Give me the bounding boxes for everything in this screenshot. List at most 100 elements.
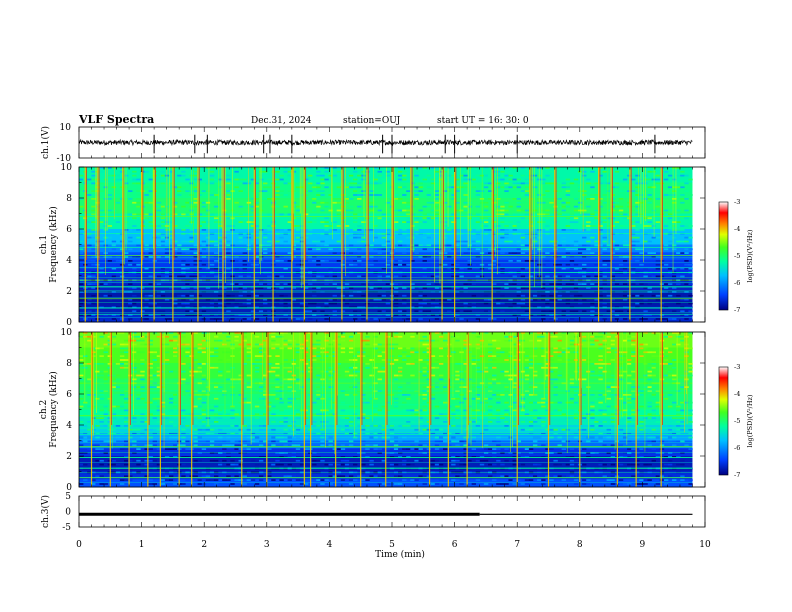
s2-cell [667,425,673,427]
s1-cell [545,174,550,177]
s1-cell [586,167,591,169]
s2-cell [132,351,137,354]
s1-cell [516,205,522,208]
s1-cell [467,283,472,285]
s1-cell [385,283,391,285]
s1-cell [520,294,526,297]
s1-cell [569,182,575,185]
ch1-ytick-10: 10 [60,123,72,133]
s1-cell [222,260,227,262]
s2-cell [279,363,284,365]
s1-cell [532,298,538,301]
s1-cell [672,178,677,181]
s1-cell [553,318,558,320]
s2-cell [254,355,260,357]
s1-cell [279,174,284,177]
s1-cell [459,267,464,270]
s1-cell [91,302,96,305]
s2-cell [532,370,538,373]
s2-cell [598,413,603,416]
s1-cell [197,213,202,216]
s1-cell [451,186,456,189]
s1-cell [128,198,133,200]
s1-cell [246,213,252,216]
s2-cell [222,432,227,435]
s1-cell [201,221,207,223]
s1-cell [234,318,239,320]
s1-cell [610,167,616,169]
s2-cell [136,428,141,431]
s2-cell [422,428,427,431]
s2-cell [406,363,411,365]
s1-cell [398,298,403,301]
s1-cell [598,174,603,177]
s1-cell [132,225,137,227]
s2-cell [590,339,595,342]
s1-cell [226,248,231,251]
s2-cell [561,363,566,365]
s1-cell [353,186,358,189]
s2-cell [115,363,121,365]
s2-cell [254,405,260,408]
s2-cell [111,343,117,346]
s1-cell [136,310,141,313]
s1-cell [467,310,472,313]
s2-cell [140,374,145,377]
s1-cell [353,291,358,293]
s1-cell [193,260,198,262]
s2-cell [287,401,292,404]
s1-cell [553,236,558,239]
s1-cell [160,267,166,270]
s1-cell [663,244,669,247]
s1-cell [324,225,329,227]
s1-cell [622,178,628,181]
s1-cell [336,240,342,243]
s1-cell [324,178,329,181]
s1-cell [553,244,558,247]
s1-cell [590,252,595,254]
s2-cell [512,370,517,373]
s2-cell [532,374,538,377]
s2-cell [557,339,562,342]
s1-cell [418,302,423,305]
s1-cell [635,182,640,185]
s1-cell [516,225,522,227]
s1-cell [610,217,616,220]
s1-cell [119,244,125,247]
s2-cell [487,378,493,381]
s1-cell [230,291,235,293]
s1-cell [373,291,378,293]
s1-cell [160,221,166,223]
s1-cell [688,302,693,305]
s2-cell [475,425,481,427]
s1-cell [148,236,153,239]
s1-cell [258,252,264,254]
s1-cell [647,302,652,305]
s1-cell [528,298,534,301]
s2-cell [651,366,656,369]
s1-cell [442,170,448,173]
s2-cell [475,347,481,350]
s1-cell [340,314,346,316]
s2-cell [659,347,665,350]
s1-cell [185,283,190,285]
s1-cell [594,283,599,285]
s2-cell [287,425,292,427]
s1-cell [357,182,362,185]
s1-cell [647,201,652,204]
s2-cell [111,440,117,443]
s2-cell [422,370,427,373]
s2-cell [471,421,477,423]
s2-cell [254,417,260,419]
s1-cell [173,186,178,189]
s2-cell [606,386,611,388]
s1-cell [672,198,677,200]
s2-cell [393,335,399,338]
s1-cell [381,244,387,247]
s1-cell [598,298,603,301]
s2-cell [532,332,538,334]
s2-cell [83,432,88,435]
s1-cell [189,236,194,239]
s1-cell [357,174,362,177]
s1-cell [430,298,436,301]
